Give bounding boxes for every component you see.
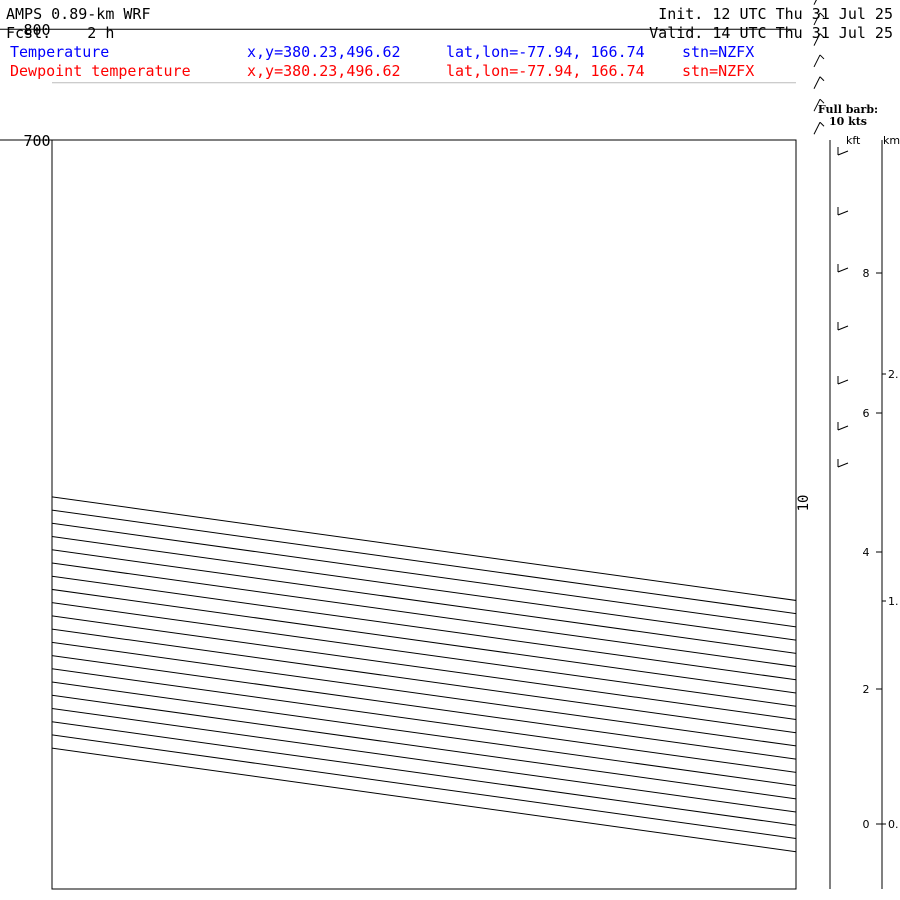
valid-time: Valid. 14 UTC Thu 31 Jul 25 [649, 24, 893, 42]
wind-barb [837, 459, 849, 468]
isotherm-line [52, 721, 796, 826]
isotherm-line [52, 681, 796, 787]
wind-speed-label: 10 [796, 495, 812, 512]
wind-barb [813, 98, 825, 112]
model-title: AMPS 0.89-km WRF [6, 5, 151, 23]
wind-barb [813, 121, 825, 135]
legend-temperature-stn: stn=NZFX [682, 43, 754, 61]
legend-temperature-xy: x,y=380.23,496.62 [247, 43, 401, 61]
isotherm-line [52, 509, 796, 615]
wind-barb [837, 322, 849, 331]
isotherm-line [52, 734, 796, 840]
wind-barb [813, 33, 825, 46]
legend-dewpoint-name: Dewpoint temperature [10, 62, 191, 80]
wind-barb [837, 207, 849, 216]
km-label: km [883, 134, 900, 147]
isotherm-line [52, 496, 796, 601]
init-time: Init. 12 UTC Thu 31 Jul 25 [658, 5, 893, 23]
isotherm-line [52, 694, 796, 800]
wind-barb [837, 422, 849, 431]
km-tick-label: 0. [888, 818, 899, 831]
legend-temperature-name: Temperature [10, 43, 109, 61]
wind-barb [813, 0, 817, 5]
pressure-tick-label: 800 [23, 21, 50, 39]
kft-tick-label: 6 [863, 407, 870, 420]
kft-tick-label: 4 [863, 546, 870, 559]
km-tick-label: 1. [888, 595, 899, 608]
wind-barb [837, 147, 849, 156]
wind-barb [813, 12, 825, 26]
isotherm-line [52, 668, 796, 773]
plot-frame [51, 139, 797, 890]
legend-dewpoint-latlon: lat,lon=-77.94, 166.74 [446, 62, 645, 80]
isotherm-line [52, 707, 796, 813]
kft-tick-label: 2 [863, 683, 870, 696]
isotherms [52, 496, 796, 853]
wind-barb [813, 76, 825, 89]
pressure-tick-labels: 7008009001000 [23, 21, 50, 150]
legend-temperature-latlon: lat,lon=-77.94, 166.74 [446, 43, 645, 61]
wind-barb [813, 54, 825, 68]
isotherm-line [52, 747, 796, 853]
height-ticks: 0 2 4 6 8 0. 1. 2. [863, 267, 899, 831]
barb-note-line1: Full barb: [818, 103, 878, 116]
kft-label: kft [846, 134, 861, 147]
wind-barb [837, 264, 849, 273]
legend-dewpoint-xy: x,y=380.23,496.62 [247, 62, 401, 80]
wind-barbs [813, 0, 849, 468]
barb-note-line2: 10 kts [829, 115, 867, 128]
kft-tick-label: 8 [863, 267, 870, 280]
legend-dewpoint-stn: stn=NZFX [682, 62, 754, 80]
forecast-hour: Fcst. 2 h [6, 24, 114, 42]
km-tick-label: 2. [888, 368, 899, 381]
pressure-tick-label: 700 [23, 132, 50, 150]
wind-barb [837, 376, 849, 385]
kft-tick-label: 0 [863, 818, 870, 831]
